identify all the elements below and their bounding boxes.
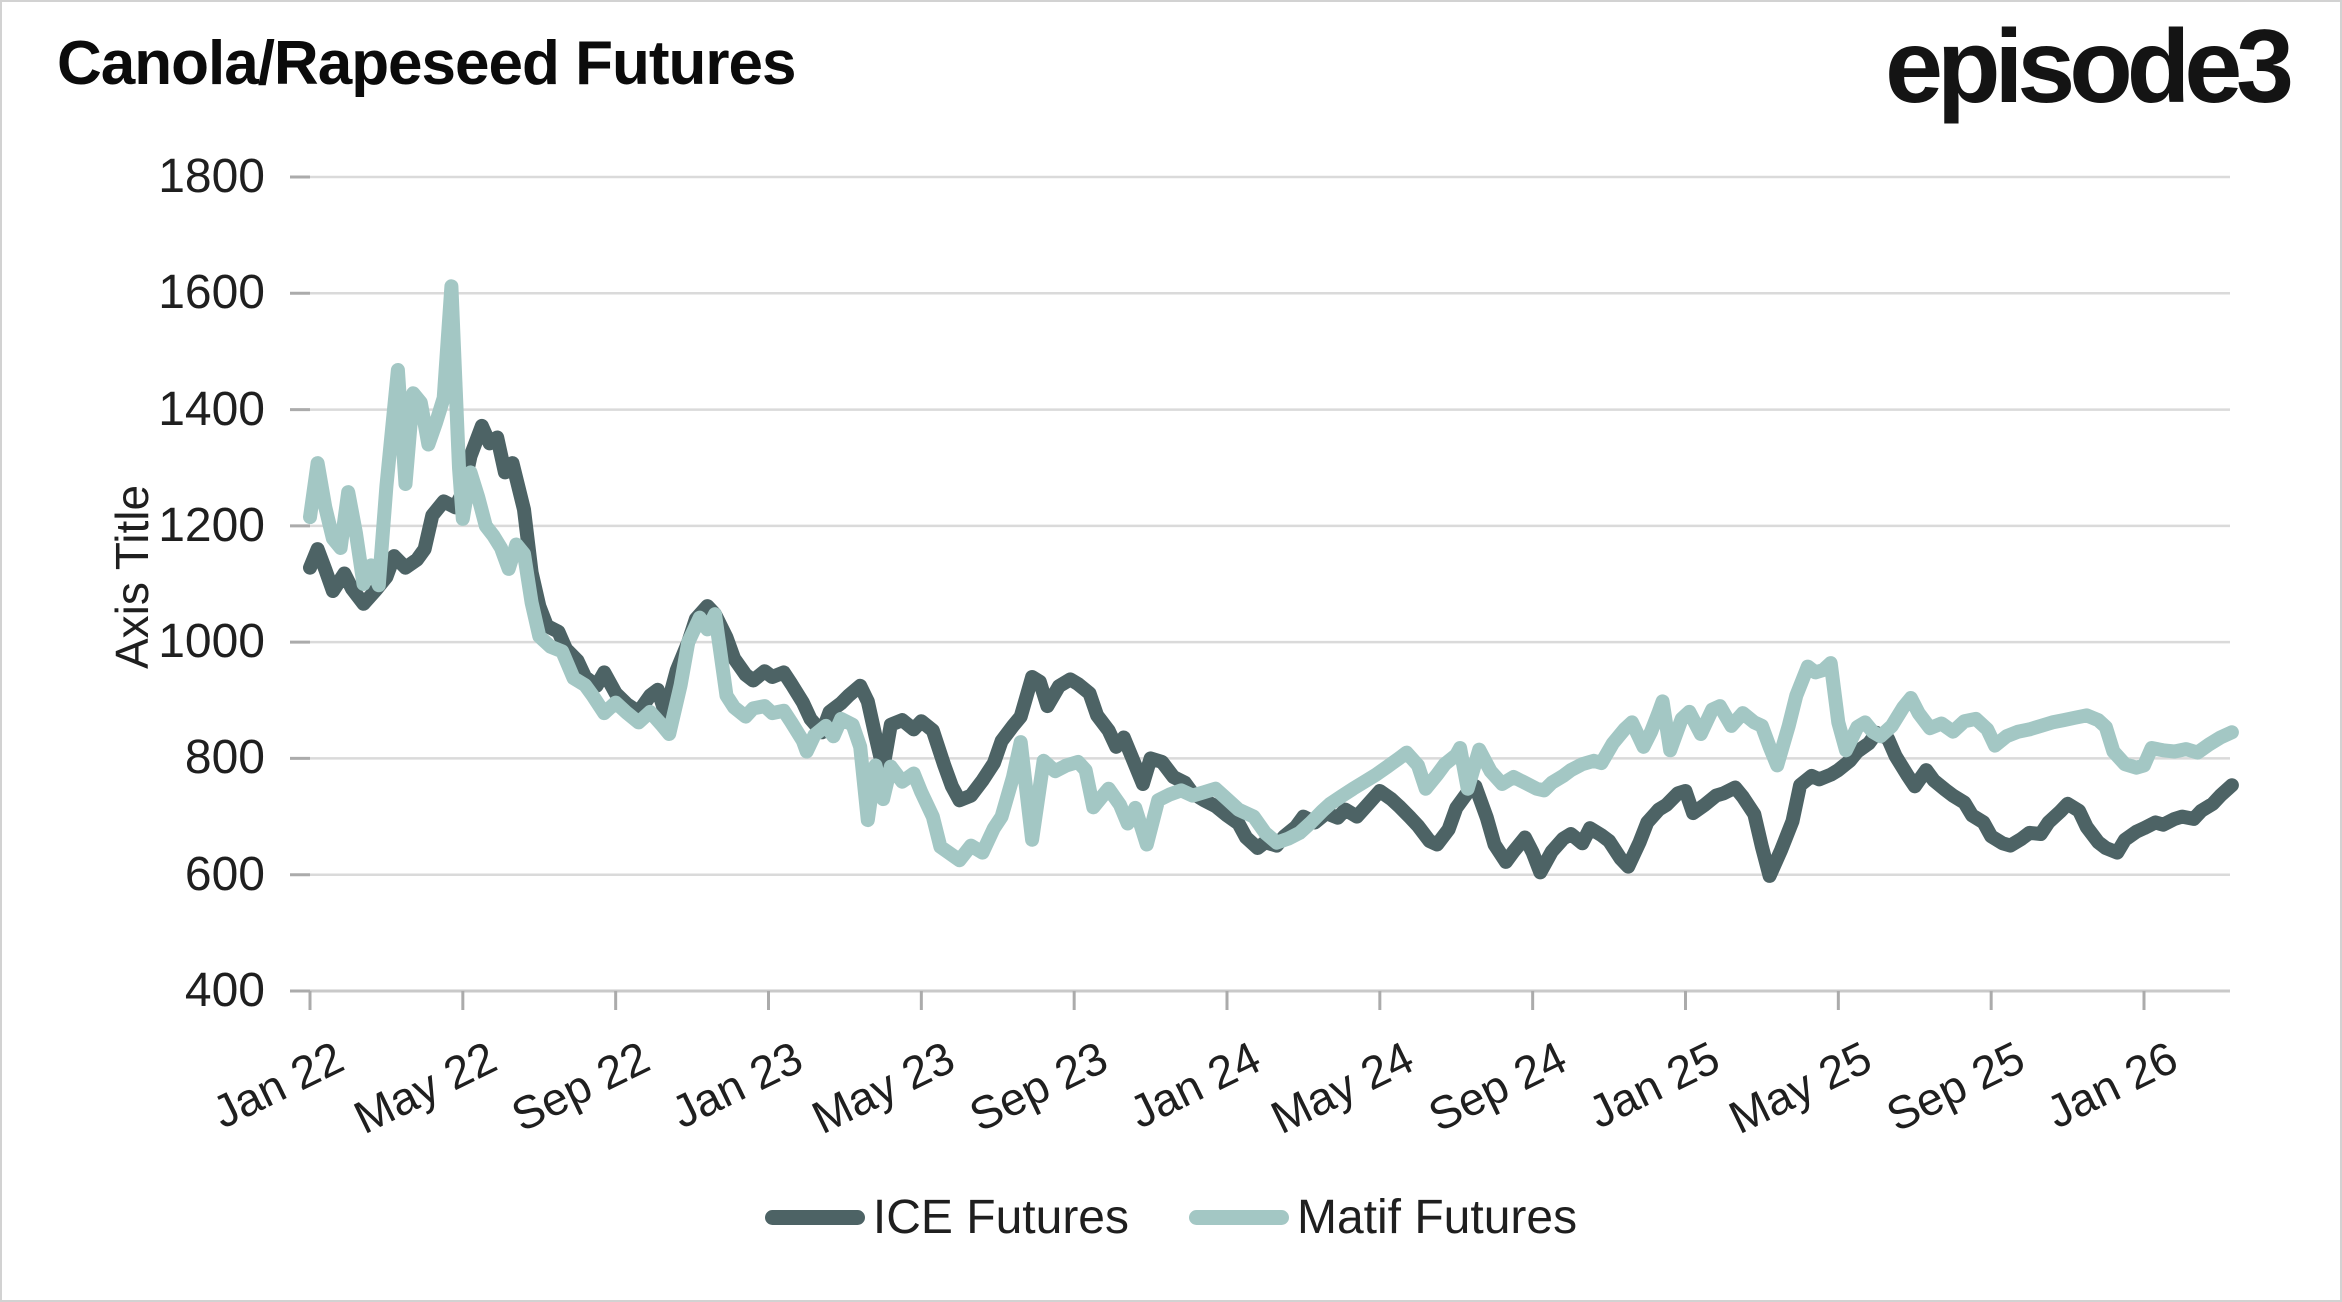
y-tick-label-800: 800 [184, 731, 265, 785]
legend-entry-matif: Matif Futures [1189, 1190, 1577, 1245]
episode3-logo: episode3 [1885, 9, 2294, 125]
y-tick-label-1000: 1000 [158, 615, 265, 669]
y-tick-label-1400: 1400 [158, 382, 265, 436]
ice-line-swatch [764, 1210, 865, 1225]
y-tick-label-1200: 1200 [158, 498, 265, 552]
chart-title: Canola/Rapeseed Futures [57, 29, 796, 98]
legend-label-ice: ICE Futures [872, 1191, 1129, 1244]
y-tick-label-600: 600 [184, 847, 265, 901]
legend-entry-ice: ICE Futures [764, 1190, 1129, 1245]
series-line-matif-futures [303, 279, 2239, 868]
legend: ICE Futures Matif Futures [2, 1190, 2340, 1245]
matif-line-swatch [1189, 1210, 1289, 1225]
y-tick-label-1600: 1600 [158, 266, 265, 320]
legend-label-matif: Matif Futures [1297, 1191, 1578, 1244]
series-line-ice-futures [303, 418, 2239, 883]
y-tick-label-1800: 1800 [158, 150, 265, 203]
y-tick-label-400: 400 [184, 964, 265, 1017]
